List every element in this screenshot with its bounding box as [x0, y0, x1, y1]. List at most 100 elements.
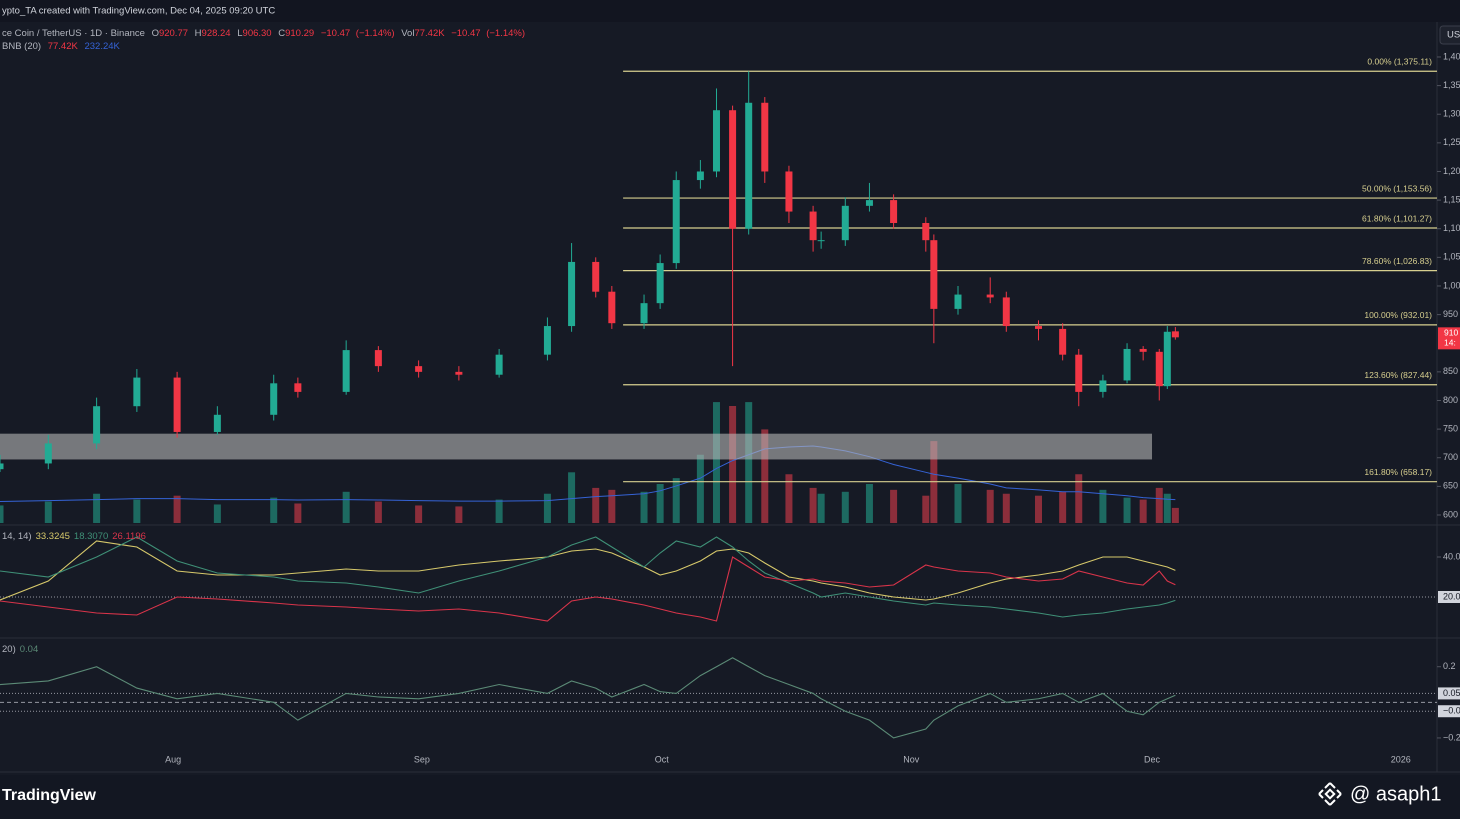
volume-bar [1163, 493, 1171, 523]
candle-body [44, 443, 52, 464]
volume-bar [1171, 507, 1179, 523]
level-label: 20.0 [1443, 591, 1460, 601]
volume-bar [986, 489, 994, 523]
volume-bar [817, 493, 825, 523]
price-legend: ce Coin / TetherUS · 1D · Binance O920.7… [2, 28, 525, 39]
fib-label: 50.00% (1,153.56) [1362, 183, 1432, 193]
price-countdown: 14: [1444, 338, 1456, 348]
binance-icon [1318, 782, 1342, 806]
indicator-line [0, 556, 1176, 622]
change-pct: (−1.14%) [486, 28, 525, 39]
indicator-title: 20) [2, 644, 16, 655]
candle-body [930, 240, 938, 309]
candle-body [922, 223, 930, 241]
candle-body [1059, 328, 1067, 355]
volume-bar [922, 495, 930, 523]
legend-key: L [237, 28, 242, 39]
brand: TradingView [2, 787, 97, 804]
level-label: −0.0 [1443, 706, 1460, 716]
volume-bar [44, 501, 52, 523]
volume-bar [954, 484, 962, 523]
volume-bar [672, 478, 680, 523]
candle-body [745, 102, 753, 229]
candle-body [173, 377, 181, 432]
candle-body [729, 110, 737, 229]
candle-body [270, 383, 278, 415]
volume-bar [761, 429, 769, 523]
y-tick-label: 650 [1443, 481, 1458, 491]
candle-body [1139, 348, 1147, 352]
volume-bar [785, 474, 793, 523]
volume-bar [1099, 489, 1107, 523]
candle-body [1075, 354, 1083, 392]
y-tick-label: 1,30 [1443, 109, 1460, 119]
currency-button-label[interactable]: US [1447, 30, 1460, 41]
candle-body [93, 406, 101, 444]
candle-body [712, 110, 720, 172]
volume-bar [809, 487, 817, 523]
fib-label: 161.80% (658.17) [1364, 467, 1432, 477]
zone [0, 433, 1153, 460]
volume-bar [1075, 474, 1083, 523]
volume-bar [841, 491, 849, 523]
level-label: 0.05 [1443, 688, 1460, 698]
volume-bar [294, 503, 302, 523]
username: @ asaph1 [1350, 783, 1441, 805]
legend-value: 910.29 [285, 28, 314, 39]
fib-label: 100.00% (932.01) [1364, 310, 1432, 320]
candle-body [640, 303, 648, 324]
candle-body [568, 261, 576, 327]
volume-bar [865, 484, 873, 523]
candle-body [213, 414, 221, 432]
volume-bar [890, 489, 898, 523]
legend-key: O [152, 28, 159, 39]
y-tick-label: 1,35 [1443, 80, 1460, 90]
symbol: ce Coin / TetherUS · 1D · Binance [2, 28, 145, 39]
caption: ypto_TA created with TradingView.com, De… [2, 6, 275, 17]
candle-body [817, 240, 825, 242]
candle-body [294, 383, 302, 392]
volume-bar [608, 489, 616, 523]
indicator-value: 0.04 [20, 644, 39, 655]
volume-value: 77.42K [414, 28, 445, 39]
volume-bar [374, 501, 382, 523]
y-tick-label: 1,05 [1443, 252, 1460, 262]
volume-bar [592, 487, 600, 523]
currency-button[interactable] [1439, 25, 1460, 45]
top-bar [0, 0, 1460, 22]
fib-label: 78.60% (1,026.83) [1362, 256, 1432, 266]
fib-label: 0.00% (1,375.11) [1367, 56, 1432, 66]
volume-bar [133, 499, 141, 523]
change-pct: (−1.14%) [356, 28, 395, 39]
price-label: 910 [1444, 328, 1458, 338]
indicator-legend: 20) 0.04 [2, 644, 38, 655]
legend-value: 928.24 [202, 28, 231, 39]
candle-body [133, 377, 141, 407]
indicator-legend: 14, 14) 33.3245 18.3070 26.1196 [2, 531, 146, 542]
x-tick-label: 2026 [1391, 754, 1411, 764]
volume-bar [270, 497, 278, 523]
volume-bar [415, 505, 423, 523]
volume-bar [729, 406, 737, 523]
candle-body [1099, 380, 1107, 392]
volume-bar [173, 495, 181, 523]
candle-body [608, 291, 616, 324]
volume-bar [696, 454, 704, 523]
volume-bar [455, 506, 463, 523]
volume-bar [93, 493, 101, 523]
y-tick-label: 750 [1443, 423, 1458, 433]
candle-body [761, 102, 769, 172]
y-tick-label: 1,20 [1443, 166, 1460, 176]
volume-bar [495, 499, 503, 523]
y-tick-label: 1,10 [1443, 223, 1460, 233]
volume-bar [1035, 495, 1043, 523]
level-box [1438, 591, 1460, 603]
y-tick-label: 700 [1443, 452, 1458, 462]
candle-body [841, 205, 849, 241]
y-tick-label: 40.0 [1443, 551, 1460, 561]
candle-body [543, 326, 551, 355]
candle-body [696, 171, 704, 181]
candle-body [672, 180, 680, 264]
y-tick-label: 600 [1443, 509, 1458, 519]
